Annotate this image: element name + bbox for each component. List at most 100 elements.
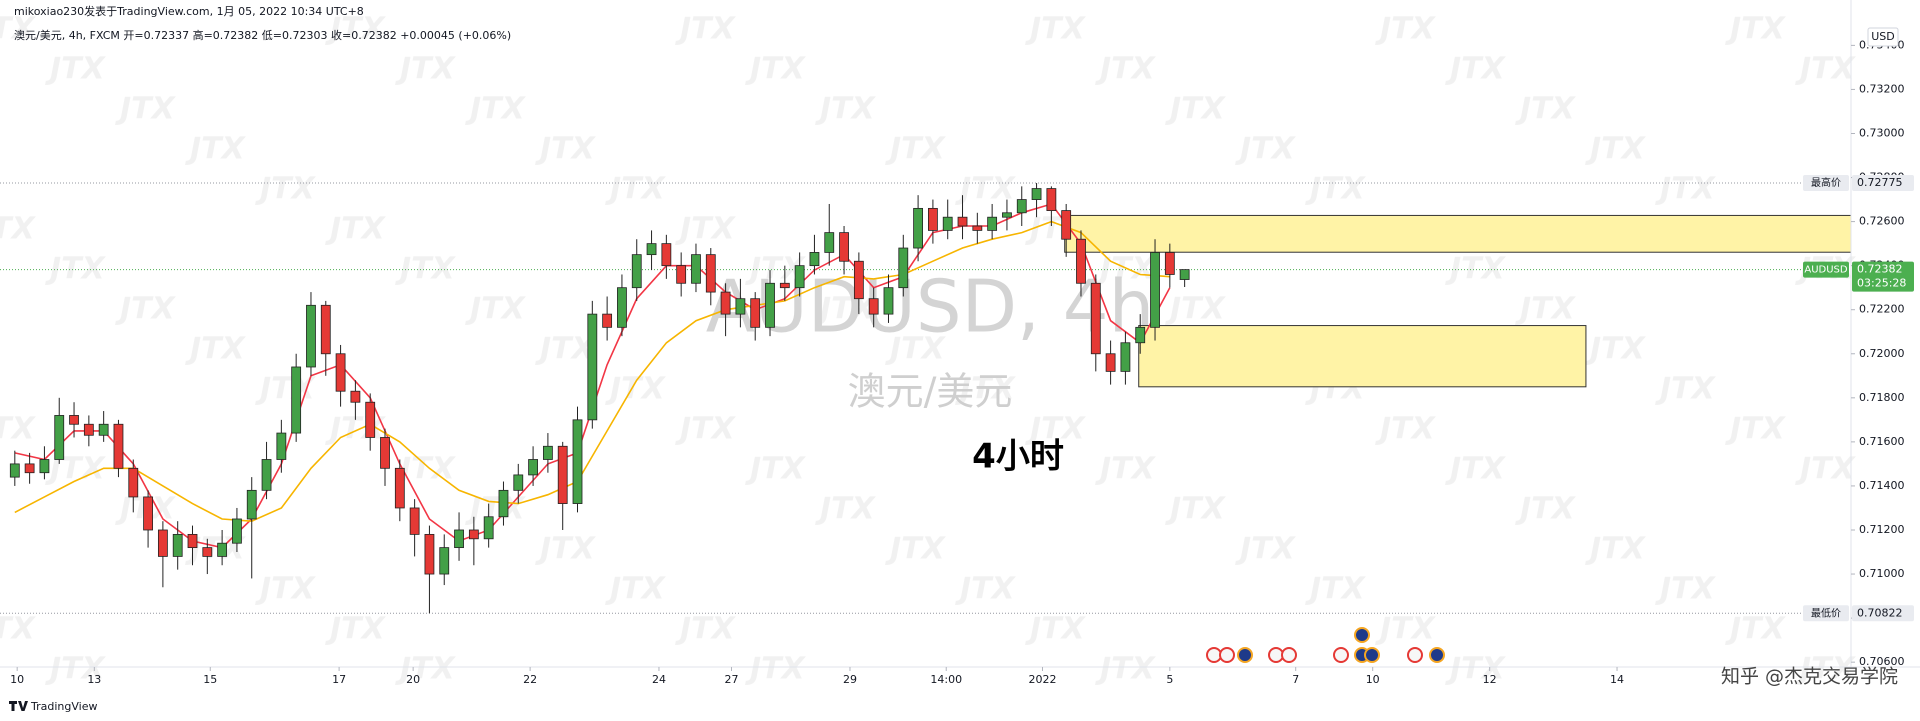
watermark-logo: JTX [465,292,527,327]
watermark-logo: JTX [955,372,1017,407]
candle-body [261,459,272,491]
x-tick-label: 22 [523,673,537,686]
watermark-logo: JTX [1725,412,1787,447]
candle-body [1150,252,1160,328]
publisher: mikoxiao230发表于TradingView.com, 1月 05, 20… [14,4,364,18]
candle-body [1120,342,1131,372]
watermark-logo: JTX [45,52,107,87]
watermark-logo: JTX [535,332,597,367]
candle-body [24,463,35,474]
watermark-logo: JTX [395,52,457,87]
candle-body [468,529,479,540]
y-tick-label: 0.72200 [1859,303,1905,316]
watermark-logo: JTX [1655,172,1717,207]
watermark-logo: JTX [1305,172,1367,207]
candle-body [39,459,50,474]
candle-body [1090,282,1101,355]
axes: 0.706000.708000.710000.712000.714000.716… [10,38,1914,686]
zone [1064,214,1852,253]
candle-body [409,507,420,535]
watermark-logo: JTX [1725,612,1787,647]
watermark-logo: JTX [1375,612,1437,647]
price-tag-value: 0.72382 [1857,263,1903,276]
watermark-logo: JTX [1445,252,1507,287]
candle-body [587,313,598,421]
watermark-logo: JTX [745,452,807,487]
watermark-logo: JTX [255,572,317,607]
y-tick-label: 0.71800 [1859,391,1905,404]
event-icon [1364,647,1380,663]
candle-body [394,467,405,509]
x-tick-label: 29 [843,673,857,686]
candle-body [617,287,627,328]
watermark-logo: JTX [675,12,737,47]
watermark-logo: JTX [535,132,597,167]
candle-body [557,445,568,504]
event-icon [1354,627,1370,643]
watermark-logo: JTX [325,612,387,647]
candle-body [928,207,938,231]
watermark-logo: JTX [955,172,1017,207]
watermark-logo: JTX [185,132,247,167]
x-tick-label: 12 [1483,673,1497,686]
candle-body [868,298,879,315]
candle-body [853,260,864,300]
watermark-logo: JTX [1235,132,1297,167]
x-tick-label: 15 [203,673,217,686]
symbol-watermark-sub: 澳元/美元 [848,370,1013,414]
candle-body [661,243,672,267]
candle-body [54,415,65,460]
watermark-logo: JTX [605,372,667,407]
y-tick-label: 0.71200 [1859,523,1905,536]
watermark-logo: JTX [1515,292,1577,327]
x-tick-label: 5 [1166,673,1173,686]
price-tag-box [1852,605,1914,622]
y-tick-label: 0.73000 [1859,126,1905,139]
watermark-logo: JTX [675,412,737,447]
price-tag-countdown: 03:25:28 [1857,277,1906,290]
candle-body [542,445,553,460]
watermark-logo: JTX [0,412,37,447]
y-tick-label: 0.71400 [1859,479,1905,492]
candle-body [424,533,435,575]
candle-body [483,516,494,540]
watermark-logo: JTX [185,332,247,367]
watermark-logo: JTX [815,92,877,127]
candle-body [602,313,613,328]
x-tick-label: 14:00 [930,673,962,686]
watermark-logo: JTX [1795,52,1857,87]
candle-body [232,518,242,544]
candle-body [1164,252,1175,275]
currency: USD [1871,30,1895,43]
x-tick-label: 7 [1292,673,1299,686]
watermark-logo: JTX [1795,652,1857,687]
watermark-logo: JTX [1025,412,1087,447]
candle-body [83,423,94,436]
watermark-logo: JTX [45,252,107,287]
watermark-logo: JTX [745,52,807,87]
candle-body [646,243,657,256]
y-tick-label: 0.73200 [1859,82,1905,95]
price-tag-label: 最高价 [1811,176,1841,189]
watermark-logo: JTX [885,132,947,167]
watermark-logo: JTX [1375,412,1437,447]
x-tick-label: 10 [1366,673,1380,686]
candle-body [957,216,968,227]
zone [1138,325,1587,388]
candle-body [454,529,464,549]
watermark-logo: JTX [1305,572,1367,607]
watermark-logo: JTX [1095,452,1157,487]
price-tag-box [1852,175,1914,192]
watermark-logo: JTX [1585,132,1647,167]
candle-body [498,489,509,518]
candle-body [365,401,376,438]
candle-body [9,463,20,478]
candle-body [913,207,923,249]
candle-body [809,252,820,267]
watermark-logo: JTX [1095,252,1157,287]
watermark-logo: JTX [325,212,387,247]
candle-body [750,298,761,328]
currency-box [1867,27,1899,47]
candle-body [306,304,316,368]
